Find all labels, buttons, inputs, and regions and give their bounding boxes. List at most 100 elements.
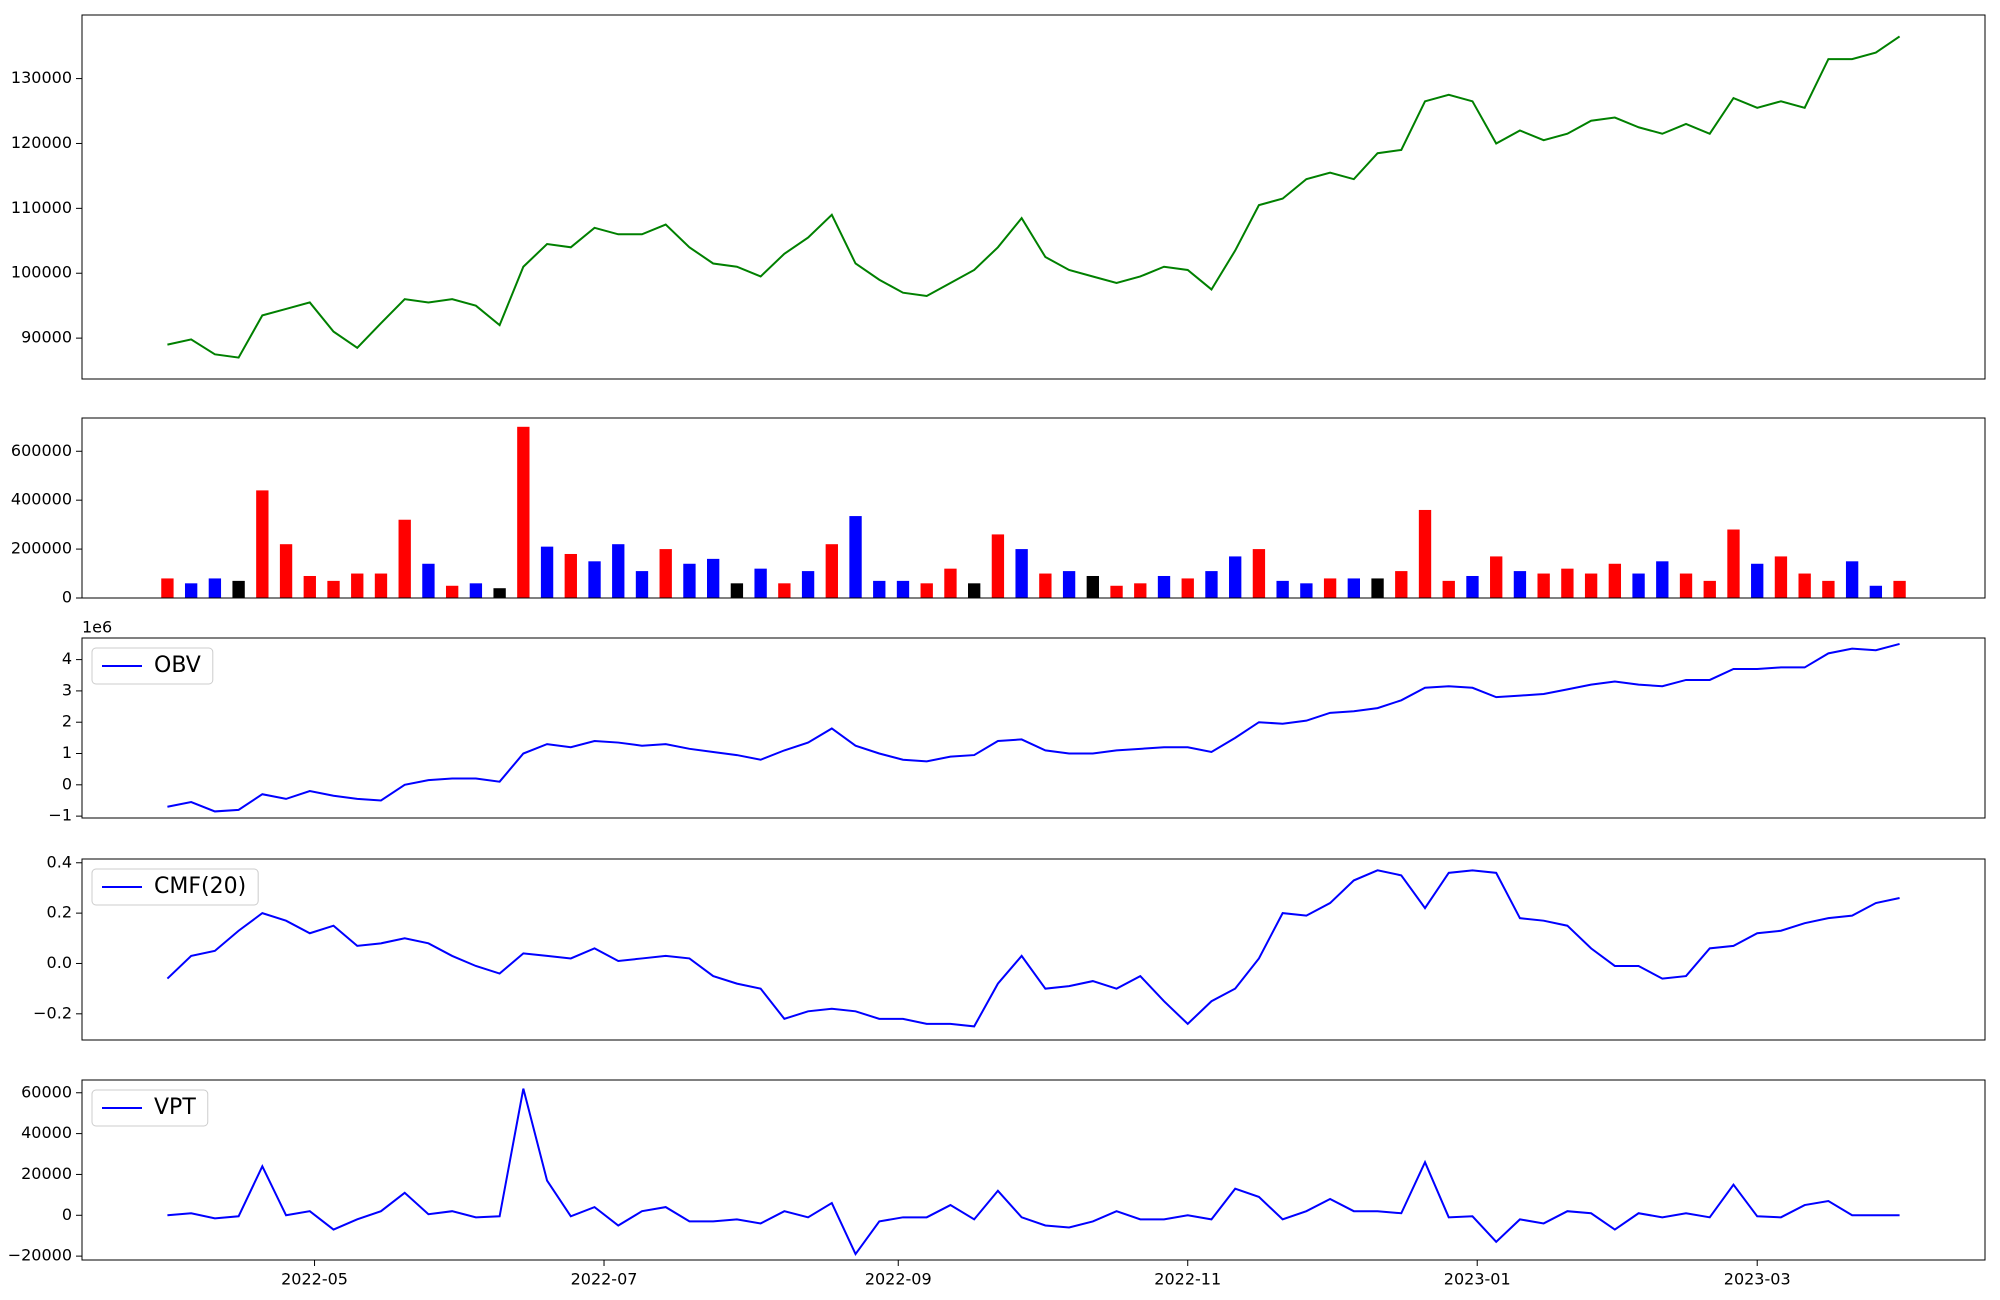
volume-bar [1134,583,1147,598]
volume-bar [968,583,981,598]
legend-label: CMF(20) [154,874,246,899]
volume-bar [1869,585,1883,598]
y-tick-label: −0.2 [33,1003,72,1022]
volume-bar [256,490,269,598]
volume-bar [232,580,245,598]
y-tick-label: 110000 [11,198,72,217]
volume-bar [1490,556,1503,598]
volume-bar [1537,573,1550,598]
volume-bar [208,578,222,598]
y-tick-label: 0.0 [47,953,72,972]
volume-bar [1798,573,1811,598]
volume-bar [1584,573,1598,598]
volume-bar [1561,568,1574,598]
volume-bar [1039,573,1052,598]
x-tick-label: 2022-11 [1154,1270,1221,1289]
volume-bar [1252,549,1266,598]
volume-bar [1205,571,1218,598]
volume-bar [1845,561,1859,598]
legend: OBV [91,647,214,685]
axes-frame [81,14,1986,380]
series-line [167,35,1901,359]
volume-bar [351,573,364,598]
y-tick-label: 3 [62,680,72,699]
y-tick-label: 0 [62,774,72,793]
volume-bar [1086,575,1099,598]
volume-bar [1276,580,1289,598]
volume-bar [1442,580,1455,598]
series-line [166,869,1900,1028]
y-tick-label: 60000 [21,1082,72,1101]
volume-bar [920,583,933,598]
volume-bar [398,519,411,598]
volume-bar [1893,580,1906,598]
volume-bar [896,580,910,598]
volume-bar [1656,561,1669,598]
volume-bar [1371,578,1384,598]
volume-bar [1229,556,1242,598]
volume-bar [445,585,459,598]
volume-bar [825,544,838,598]
x-tick-label: 2023-03 [1724,1270,1791,1289]
y-tick-label: 200000 [11,539,72,558]
volume-bar [279,544,293,598]
volume-bar [303,575,316,598]
legend-box [91,1089,209,1127]
y-tick-label: 90000 [21,328,72,347]
volume-bar [161,578,174,598]
y-tick-label: 20000 [21,1164,72,1183]
legend-label: VPT [154,1095,196,1120]
x-tick-label: 2023-01 [1444,1270,1511,1289]
volume-bar [1323,578,1337,598]
legend-box [91,647,214,685]
volume-bar [635,571,649,598]
volume-bar [1608,563,1622,598]
y-tick-label: 400000 [11,490,72,509]
volume-bar [683,563,696,598]
y-tick-label: 0.4 [47,852,72,871]
axes-frame [81,858,1986,1041]
volume-bar [588,561,601,598]
y-tick-label: 600000 [11,441,72,460]
volume-bar [1513,571,1527,598]
volume-bar [422,563,435,598]
y-tick-label: 1 [62,743,72,762]
series-line [167,642,1900,813]
volume-bar [1703,580,1716,598]
volume-bar [374,573,388,598]
volume-bar [1300,583,1313,598]
volume-bar [1181,578,1194,598]
y-tick-label: 0 [62,588,72,607]
volume-bar [849,516,862,598]
volume-bar [469,583,483,598]
y-tick-label: 40000 [21,1123,72,1142]
volume-bar [564,553,577,598]
y-tick-label: −20000 [8,1246,72,1265]
volume-bar [1110,585,1123,598]
volume-bar [493,588,506,598]
volume-bar [778,583,791,598]
y-tick-label: 4 [62,649,72,668]
legend: VPT [91,1089,209,1127]
volume-bar [1157,575,1171,598]
legend-label: OBV [154,653,201,678]
axes-frame [81,1079,1986,1261]
offset-text: 1e6 [82,618,112,637]
volume-bar [327,580,340,598]
y-tick-label: 0 [62,1205,72,1224]
axes-frame [81,417,1986,599]
volume-bar [1679,573,1693,598]
volume-bar [1751,563,1764,598]
volume-bar [517,426,530,598]
volume-bar [873,580,886,598]
volume-bar [754,568,767,598]
y-tick-label: 100000 [11,263,72,282]
volume-bar [659,549,672,598]
volume-bar [1015,549,1028,598]
y-tick-label: 0.2 [47,903,72,922]
volume-bar [1418,509,1432,598]
series-line [167,1088,1900,1257]
volume-bar [707,558,720,598]
legend: CMF(20) [91,868,259,906]
